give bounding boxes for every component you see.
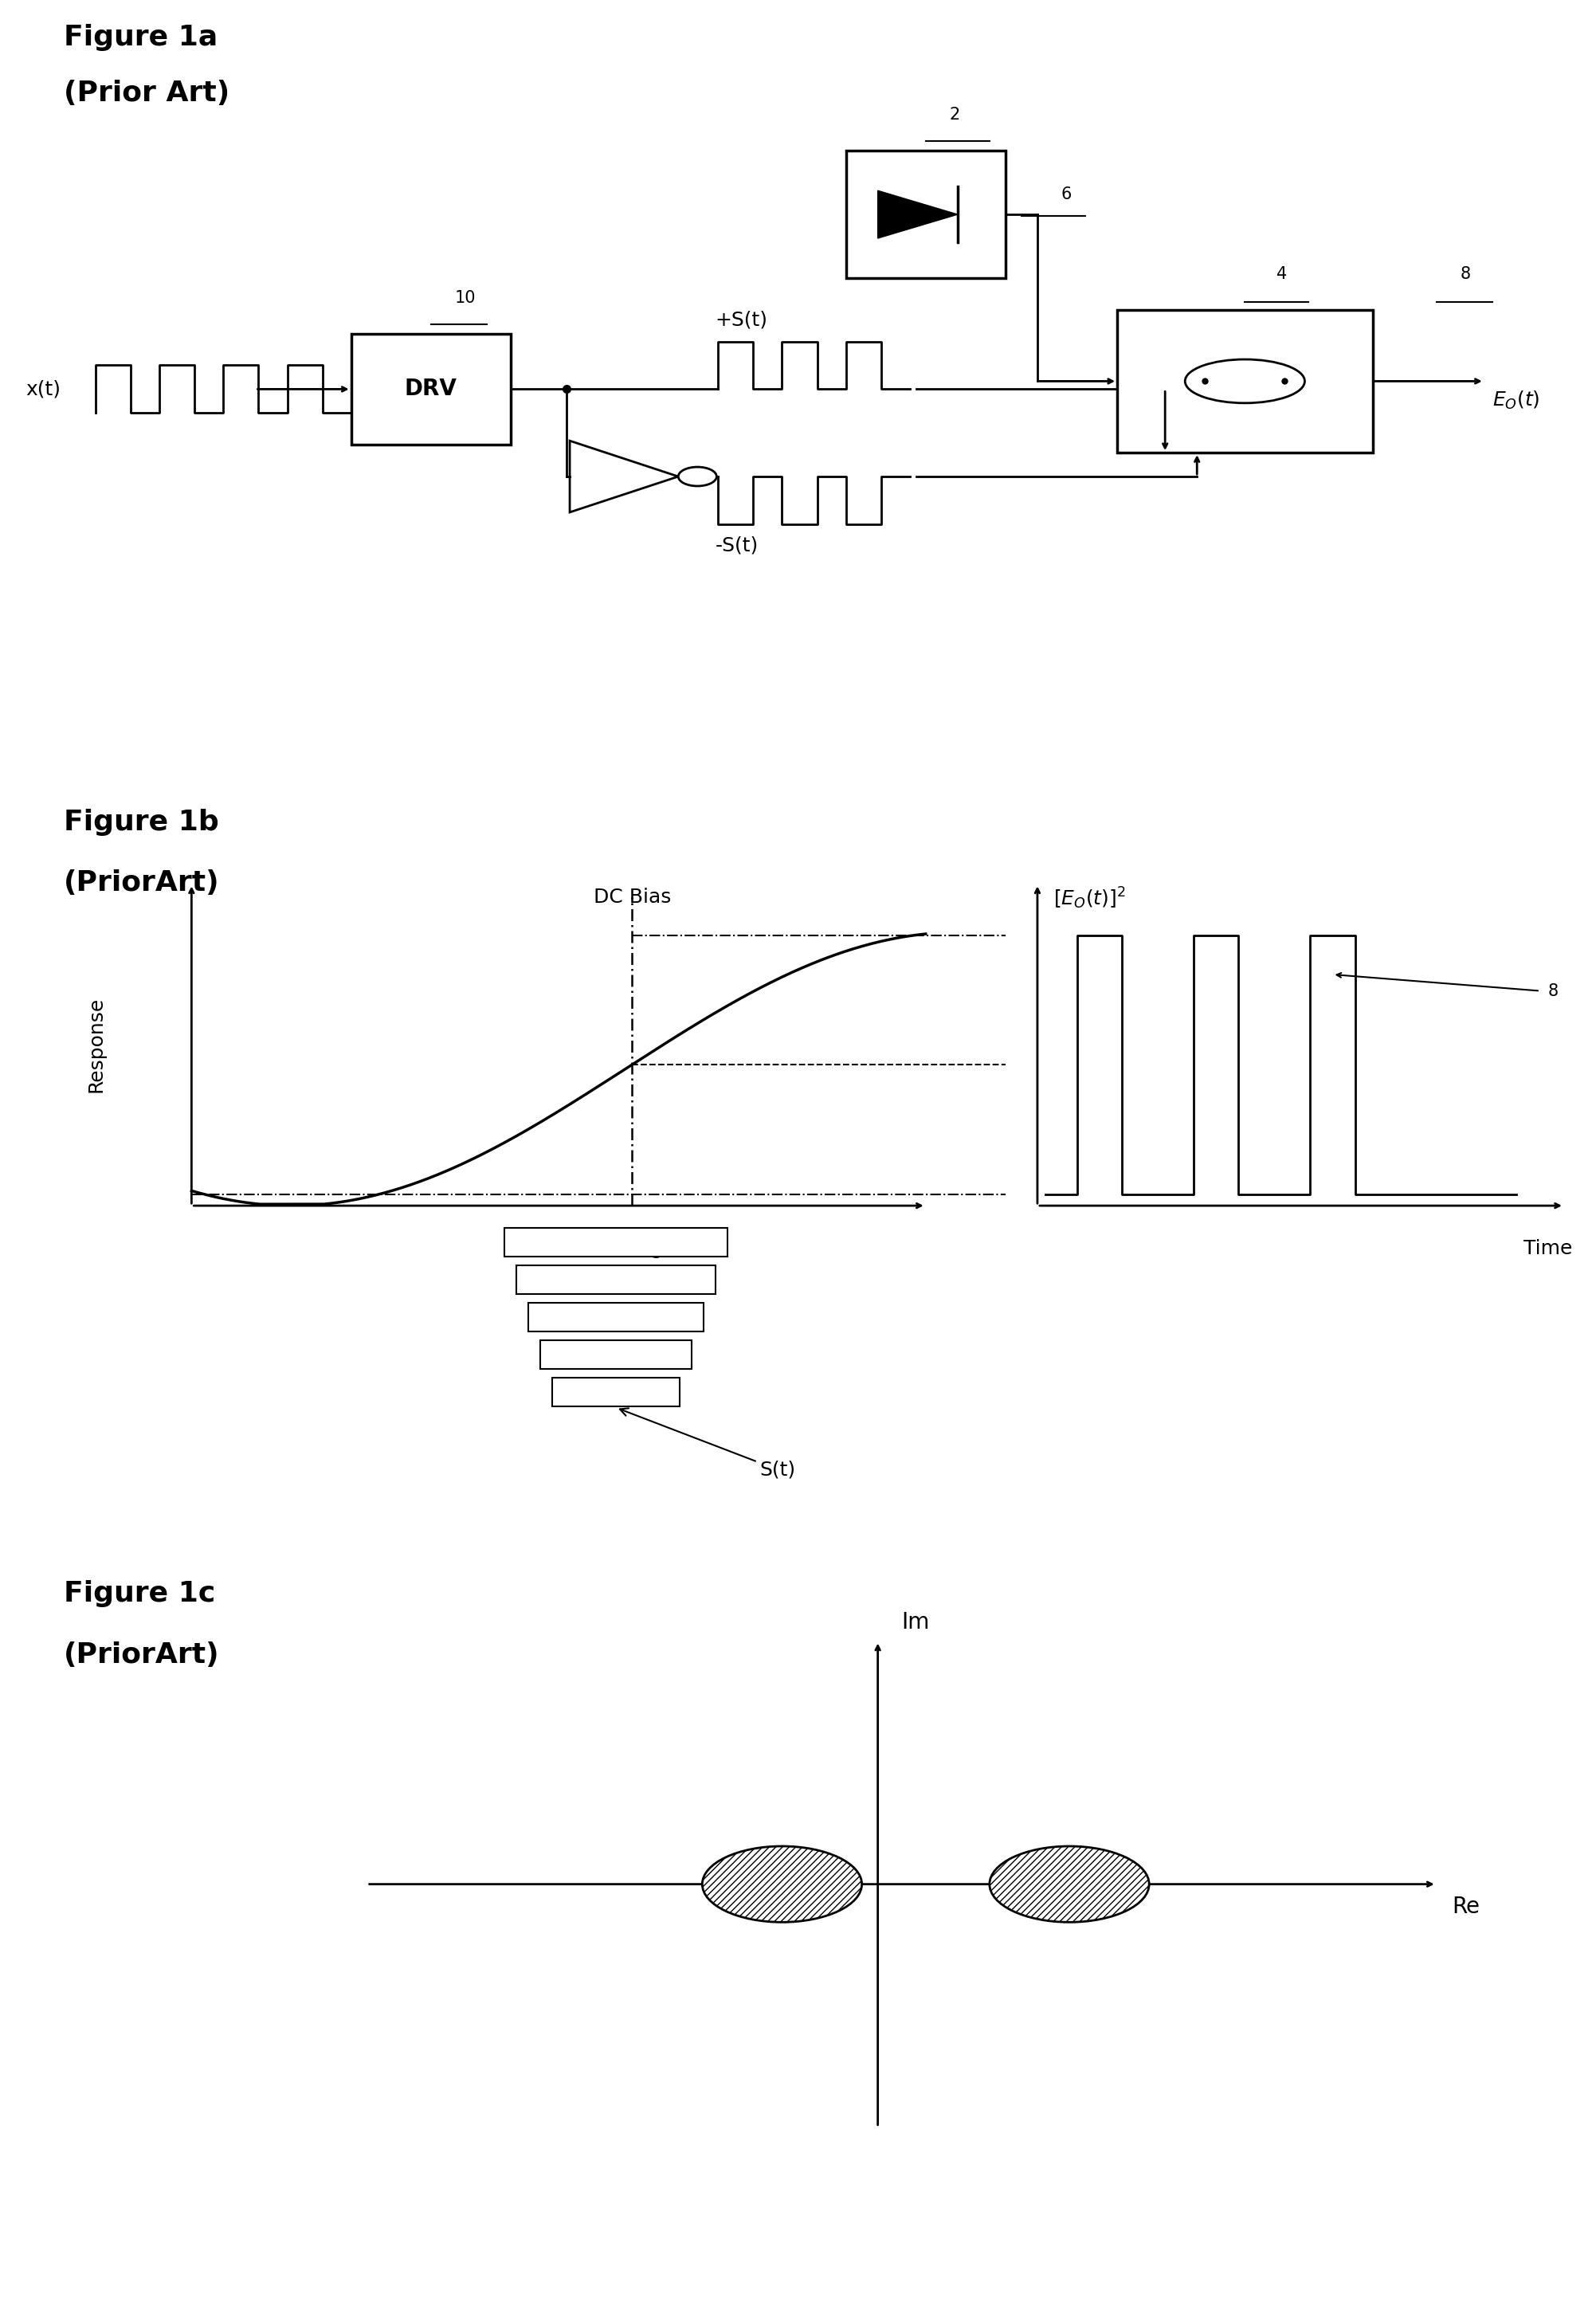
Text: DC Bias: DC Bias	[594, 886, 670, 907]
Bar	[517, 1266, 715, 1294]
Text: x(t): x(t)	[26, 380, 61, 398]
Bar	[504, 1229, 728, 1257]
Text: S(t): S(t)	[619, 1409, 796, 1480]
Text: (PriorArt): (PriorArt)	[64, 868, 220, 895]
Text: Figure 1b: Figure 1b	[64, 808, 219, 836]
Bar	[552, 1377, 680, 1407]
Text: 8: 8	[1460, 267, 1472, 281]
Text: 4: 4	[1277, 267, 1288, 281]
Text: Figure 1a: Figure 1a	[64, 23, 217, 51]
Text: (Prior Art): (Prior Art)	[64, 78, 230, 106]
Bar	[351, 334, 511, 444]
Text: -S(t): -S(t)	[715, 536, 758, 555]
Text: (PriorArt): (PriorArt)	[64, 1641, 220, 1669]
Bar	[1117, 311, 1373, 453]
Text: Im: Im	[902, 1611, 930, 1634]
Text: $[E_O(t)]^2$: $[E_O(t)]^2$	[1053, 886, 1125, 912]
Text: DRV: DRV	[405, 378, 456, 401]
Bar	[528, 1303, 704, 1331]
Ellipse shape	[702, 1846, 862, 1922]
Text: Figure 1c: Figure 1c	[64, 1579, 215, 1607]
Bar	[539, 1340, 693, 1370]
Text: $E_O(t)$: $E_O(t)$	[1492, 389, 1540, 410]
Ellipse shape	[990, 1846, 1149, 1922]
Polygon shape	[878, 191, 958, 237]
Text: 6: 6	[1061, 186, 1073, 203]
Text: Voltage: Voltage	[602, 1238, 675, 1259]
Text: 10: 10	[455, 290, 476, 306]
Bar	[846, 152, 1005, 279]
Text: Re: Re	[1452, 1895, 1479, 1918]
Text: Time: Time	[1524, 1238, 1572, 1259]
Ellipse shape	[1186, 359, 1306, 403]
Text: 8: 8	[1548, 983, 1559, 999]
Text: 2: 2	[950, 108, 961, 122]
Text: +S(t): +S(t)	[715, 311, 768, 329]
Text: Response: Response	[86, 997, 105, 1093]
